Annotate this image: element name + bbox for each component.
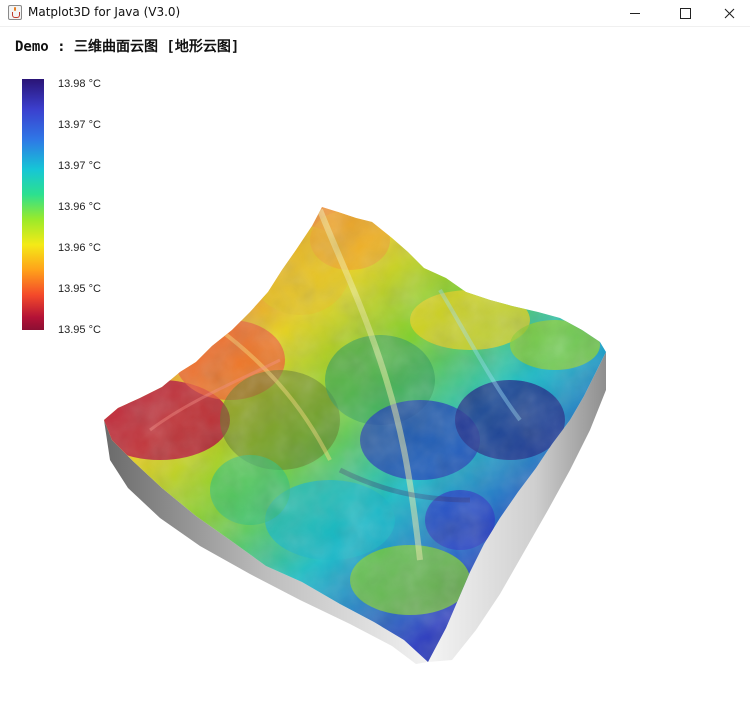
- close-button[interactable]: [706, 0, 750, 26]
- window-title: Matplot3D for Java (V3.0): [28, 5, 181, 19]
- colorbar-label: 13.97 °C: [58, 119, 101, 131]
- colorbar: [22, 79, 44, 330]
- close-icon: [724, 8, 734, 18]
- terrain-top-surface: [104, 207, 606, 662]
- colorbar-label: 13.96 °C: [58, 201, 101, 213]
- colorbar-label: 13.95 °C: [58, 324, 101, 336]
- minimize-icon: [630, 12, 640, 14]
- colorbar-label: 13.98 °C: [58, 78, 101, 90]
- colorbar-label: 13.95 °C: [58, 283, 101, 295]
- cup-body: [12, 12, 20, 18]
- colorbar-label: 13.97 °C: [58, 160, 101, 172]
- maximize-button[interactable]: [662, 0, 708, 26]
- plot-title: Demo : 三维曲面云图 [地形云图]: [15, 39, 240, 55]
- java-cup-icon: [8, 5, 22, 20]
- colorbar-label: 13.96 °C: [58, 242, 101, 254]
- minimize-button[interactable]: [612, 0, 658, 26]
- window-titlebar: Matplot3D for Java (V3.0): [0, 0, 750, 27]
- terrain-side-wall-left: [104, 420, 428, 664]
- terrain-side-wall-right: [428, 352, 606, 662]
- cup-steam: [14, 7, 16, 11]
- maximize-icon: [679, 7, 691, 19]
